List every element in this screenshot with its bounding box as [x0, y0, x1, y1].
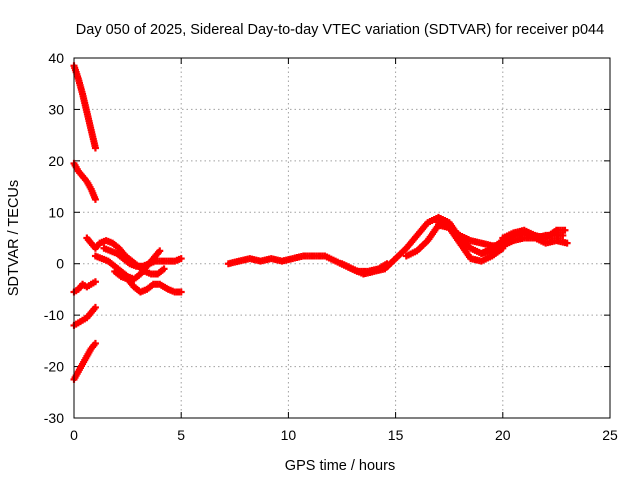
data-point [156, 247, 164, 255]
data-point [91, 278, 99, 286]
chart-title: Day 050 of 2025, Sidereal Day-to-day VTE… [76, 22, 604, 38]
plot-frame [73, 57, 611, 419]
x-tick-label: 10 [281, 427, 297, 443]
data-point [177, 288, 185, 296]
x-tick-label: 5 [177, 427, 185, 443]
y-tick-label: -10 [44, 307, 64, 323]
series-arc-8 [91, 247, 164, 283]
y-tick-label: -30 [44, 410, 64, 426]
data-point [160, 265, 168, 273]
data-point [561, 226, 569, 234]
y-tick-label: 20 [48, 153, 64, 169]
series-arc-5 [70, 339, 99, 383]
y-tick-label: -20 [44, 359, 64, 375]
x-tick-label: 25 [602, 427, 618, 443]
y-tick-label: 10 [48, 204, 64, 220]
series-arc-9 [111, 267, 185, 296]
x-tick-label: 20 [495, 427, 511, 443]
series-arc-15 [499, 226, 569, 242]
x-tick-label: 0 [70, 427, 78, 443]
series-arc-2 [70, 159, 99, 203]
data-point [91, 144, 99, 152]
data-point [91, 339, 99, 347]
data-point [563, 239, 571, 247]
data-point [91, 303, 99, 311]
series-arc-3 [70, 278, 99, 296]
y-axis-label: SDTVAR / TECUs [6, 180, 22, 296]
y-tick-label: 0 [56, 256, 64, 272]
series-arc-4 [70, 303, 99, 329]
tick-labels: 0 5 10 15 20 25 -30 -20 -10 0 10 20 30 40 [44, 50, 618, 443]
x-axis-label: GPS time / hours [285, 458, 395, 474]
data-point [177, 255, 185, 263]
y-tick-label: 40 [48, 50, 64, 66]
series-arc-1 [70, 62, 99, 152]
data-point [91, 195, 99, 203]
x-tick-label: 15 [388, 427, 404, 443]
data-points [70, 62, 571, 383]
y-tick-label: 30 [48, 101, 64, 117]
